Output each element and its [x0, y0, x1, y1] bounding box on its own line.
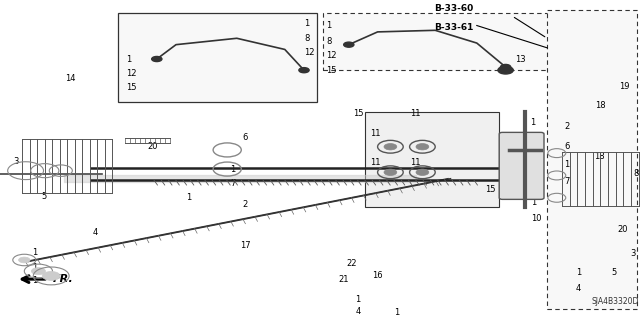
Text: 1: 1: [304, 19, 309, 28]
Text: 3: 3: [13, 157, 18, 166]
Text: 6: 6: [242, 133, 247, 142]
Circle shape: [416, 169, 429, 175]
Text: 12: 12: [126, 69, 136, 78]
Text: 16: 16: [372, 271, 383, 280]
Text: 15: 15: [326, 66, 337, 75]
Text: 7: 7: [564, 177, 570, 186]
Text: 22: 22: [347, 259, 357, 268]
Text: 15: 15: [486, 185, 496, 194]
Text: 11: 11: [410, 109, 420, 118]
Text: 1: 1: [564, 160, 570, 169]
Text: 8: 8: [634, 169, 639, 178]
Text: 3: 3: [630, 249, 636, 258]
Text: 11: 11: [370, 130, 380, 138]
Text: 1: 1: [355, 295, 360, 304]
Circle shape: [19, 257, 30, 263]
Text: 13: 13: [515, 55, 526, 63]
Text: 9: 9: [530, 182, 535, 191]
Text: 1: 1: [126, 55, 131, 63]
Text: 4: 4: [93, 228, 98, 237]
Circle shape: [31, 268, 45, 275]
Text: 12: 12: [530, 149, 540, 158]
Text: 1: 1: [530, 166, 535, 175]
Text: 5: 5: [42, 192, 47, 201]
Text: 18: 18: [594, 152, 605, 161]
Text: 1: 1: [576, 268, 581, 277]
Text: 20: 20: [147, 142, 157, 151]
Circle shape: [299, 68, 309, 73]
Text: 1: 1: [531, 198, 536, 207]
Circle shape: [500, 64, 511, 70]
Text: 1: 1: [32, 276, 37, 285]
Text: 8: 8: [326, 37, 332, 46]
Text: 11: 11: [370, 158, 380, 167]
Bar: [118, 13, 317, 102]
Text: 10: 10: [531, 214, 541, 223]
Text: 11: 11: [410, 158, 420, 167]
Text: 14: 14: [65, 74, 76, 83]
Text: 1: 1: [32, 263, 37, 272]
Text: B-33-60: B-33-60: [434, 4, 473, 13]
Text: 1: 1: [326, 21, 332, 30]
Text: 1: 1: [186, 193, 191, 202]
Text: 1: 1: [530, 118, 535, 127]
Text: 17: 17: [240, 241, 251, 250]
Circle shape: [42, 271, 60, 280]
Bar: [547, 10, 637, 309]
Text: 15: 15: [353, 109, 364, 118]
Text: 21: 21: [338, 275, 348, 284]
Text: FR.: FR.: [52, 274, 73, 284]
Circle shape: [152, 56, 162, 62]
Text: 12: 12: [304, 48, 314, 57]
Text: 19: 19: [620, 82, 630, 91]
Text: SJA4B3320D: SJA4B3320D: [591, 297, 639, 306]
Text: 4: 4: [355, 307, 360, 315]
Text: 8: 8: [530, 134, 535, 143]
Circle shape: [416, 144, 429, 150]
Text: 15: 15: [126, 83, 136, 92]
Text: 1: 1: [230, 165, 236, 174]
Bar: [365, 112, 499, 207]
Text: 12: 12: [326, 51, 337, 60]
Text: 20: 20: [618, 225, 628, 234]
Circle shape: [498, 66, 513, 74]
Text: 6: 6: [564, 142, 570, 151]
Circle shape: [344, 42, 354, 47]
Circle shape: [384, 169, 397, 175]
Text: 5: 5: [611, 268, 616, 277]
Text: 1: 1: [32, 248, 37, 256]
Text: 4: 4: [576, 284, 581, 293]
Text: 2: 2: [564, 122, 570, 130]
Text: 7: 7: [230, 179, 236, 188]
Bar: [323, 13, 563, 70]
Text: B-33-61: B-33-61: [434, 23, 474, 32]
Circle shape: [384, 144, 397, 150]
Text: 2: 2: [242, 200, 247, 209]
Text: 1: 1: [394, 308, 399, 317]
Text: 18: 18: [595, 101, 606, 110]
Text: 8: 8: [304, 34, 309, 43]
FancyBboxPatch shape: [499, 132, 544, 199]
